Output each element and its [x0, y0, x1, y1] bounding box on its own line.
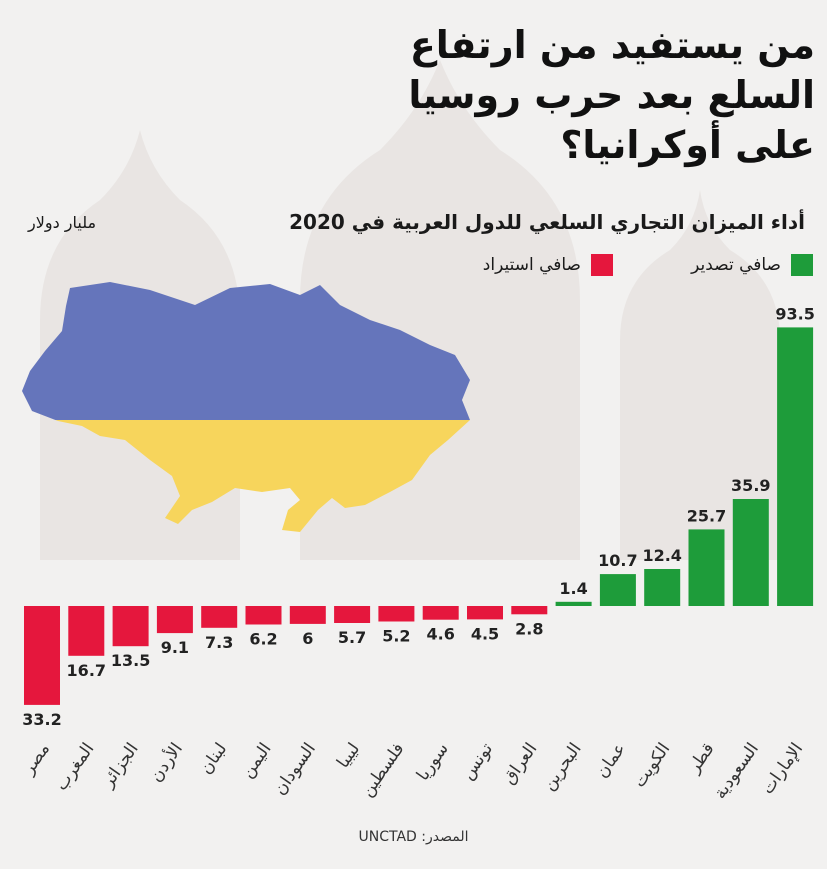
bar-3	[112, 606, 149, 647]
value-label-8: 5.7	[338, 628, 366, 647]
bar-14	[599, 574, 636, 606]
bar-15	[644, 569, 681, 606]
bar-8	[334, 606, 371, 623]
title-line-3: على أوكرانيا؟	[560, 123, 815, 167]
value-label-2: 16.7	[67, 661, 106, 680]
value-label-15: 12.4	[642, 546, 681, 565]
value-label-4: 9.1	[161, 638, 189, 657]
legend-import-swatch	[591, 254, 613, 276]
value-label-3: 13.5	[111, 651, 150, 670]
category-label-7: السودان	[270, 739, 320, 799]
category-label-11: تونس	[458, 739, 497, 783]
bar-16	[688, 529, 725, 606]
category-label-12: العراق	[499, 739, 541, 788]
category-label-17: السعودية	[710, 739, 763, 802]
bar-18	[777, 327, 814, 606]
legend-export-label: صافي تصدير	[691, 255, 781, 275]
legend-export: صافي تصدير	[691, 253, 813, 277]
category-label-6: اليمن	[238, 739, 276, 781]
bar-11	[467, 606, 503, 620]
main-title: من يستفيد من ارتفاع السلع بعد حرب روسيا …	[375, 20, 815, 170]
title-line-2: السلع بعد حرب روسيا	[408, 73, 815, 117]
legend-import-label: صافي استيراد	[482, 255, 581, 275]
category-label-16: قطر	[684, 739, 719, 777]
bar-13	[555, 601, 592, 606]
value-label-9: 5.2	[382, 627, 410, 646]
bar-1	[24, 606, 60, 705]
category-label-13: البحرين	[539, 739, 586, 794]
value-label-14: 10.7	[598, 551, 637, 570]
value-label-12: 2.8	[515, 619, 543, 638]
value-label-17: 35.9	[731, 476, 770, 495]
category-label-4: الأردن	[145, 739, 187, 786]
value-label-11: 4.5	[471, 624, 499, 643]
value-label-16: 25.7	[687, 506, 726, 525]
category-label-18: الإمارات	[758, 739, 807, 798]
legend-export-swatch	[791, 254, 813, 276]
value-label-7: 6	[302, 629, 313, 648]
bar-9	[378, 606, 415, 622]
legend-import: صافي استيراد	[483, 253, 613, 277]
bar-5	[201, 606, 238, 628]
bar-12	[511, 606, 548, 615]
bar-7	[289, 606, 326, 624]
category-label-5: لبنان	[196, 739, 231, 778]
category-label-10: سوريا	[413, 739, 453, 784]
category-label-3: الجزائر	[98, 739, 143, 792]
title-line-1: من يستفيد من ارتفاع	[409, 23, 815, 67]
unit-label: مليار دولار	[28, 213, 97, 232]
value-label-5: 7.3	[205, 633, 233, 652]
value-label-1: 33.2	[22, 710, 61, 729]
value-label-10: 4.6	[427, 625, 455, 644]
bar-17	[732, 499, 769, 606]
category-label-14: عمان	[592, 739, 630, 781]
source-note: المصدر: UNCTAD	[358, 829, 469, 845]
category-label-2: المغرب	[51, 739, 98, 794]
bar-10	[422, 606, 459, 620]
category-label-1: مصر	[18, 739, 54, 779]
category-label-8: ليبيا	[333, 739, 364, 772]
bar-6	[245, 606, 282, 625]
chart-subtitle: أداء الميزان التجاري السلعي للدول العربي…	[289, 210, 805, 234]
bar-4	[156, 606, 193, 634]
category-label-9: فلسطين	[357, 739, 408, 800]
value-label-18: 93.5	[775, 304, 814, 323]
ukraine-map	[22, 282, 470, 532]
bar-2	[68, 606, 105, 656]
value-label-13: 1.4	[559, 579, 587, 598]
category-label-15: الكويت	[630, 739, 675, 791]
value-label-6: 6.2	[249, 630, 277, 649]
